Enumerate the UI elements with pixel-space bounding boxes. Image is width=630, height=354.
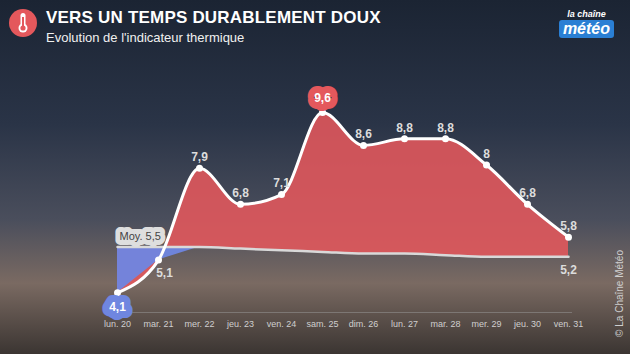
html-text:la chaîne: la chaîne xyxy=(567,9,606,19)
svg-text:7,9: 7,9 xyxy=(191,150,208,164)
svg-text:jeu. 30: jeu. 30 xyxy=(513,319,541,329)
svg-text:mar. 21: mar. 21 xyxy=(143,319,173,329)
svg-text:6,8: 6,8 xyxy=(232,186,249,200)
svg-text:4,1: 4,1 xyxy=(109,300,126,314)
svg-text:ven. 31: ven. 31 xyxy=(554,319,584,329)
svg-text:8,6: 8,6 xyxy=(355,127,372,141)
svg-text:8,8: 8,8 xyxy=(437,121,454,135)
svg-text:5,1: 5,1 xyxy=(156,266,173,280)
html-text:Evolution de l'indicateur ther: Evolution de l'indicateur thermique xyxy=(46,30,245,45)
svg-text:5,8: 5,8 xyxy=(560,219,577,233)
svg-text:8,8: 8,8 xyxy=(396,121,413,135)
svg-text:6,8: 6,8 xyxy=(519,186,536,200)
html-text:© La Chaîne Météo: © La Chaîne Météo xyxy=(614,250,625,337)
svg-text:mer. 29: mer. 29 xyxy=(471,319,501,329)
svg-text:mer. 22: mer. 22 xyxy=(184,319,214,329)
svg-text:jeu. 23: jeu. 23 xyxy=(226,319,254,329)
svg-text:Moy. 5,5: Moy. 5,5 xyxy=(120,230,161,242)
svg-text:ven. 24: ven. 24 xyxy=(267,319,297,329)
svg-text:7,1: 7,1 xyxy=(273,176,290,190)
html-text:météo: météo xyxy=(562,20,610,37)
svg-text:mar. 28: mar. 28 xyxy=(430,319,460,329)
svg-text:sam. 25: sam. 25 xyxy=(306,319,338,329)
html-text:VERS UN TEMPS DURABLEMENT DOUX: VERS UN TEMPS DURABLEMENT DOUX xyxy=(46,8,381,27)
svg-text:dim. 26: dim. 26 xyxy=(349,319,379,329)
svg-text:lun. 27: lun. 27 xyxy=(391,319,418,329)
svg-text:9,6: 9,6 xyxy=(314,91,331,105)
svg-text:5,2: 5,2 xyxy=(560,263,577,277)
svg-text:lun. 20: lun. 20 xyxy=(104,319,131,329)
svg-text:8: 8 xyxy=(483,147,490,161)
